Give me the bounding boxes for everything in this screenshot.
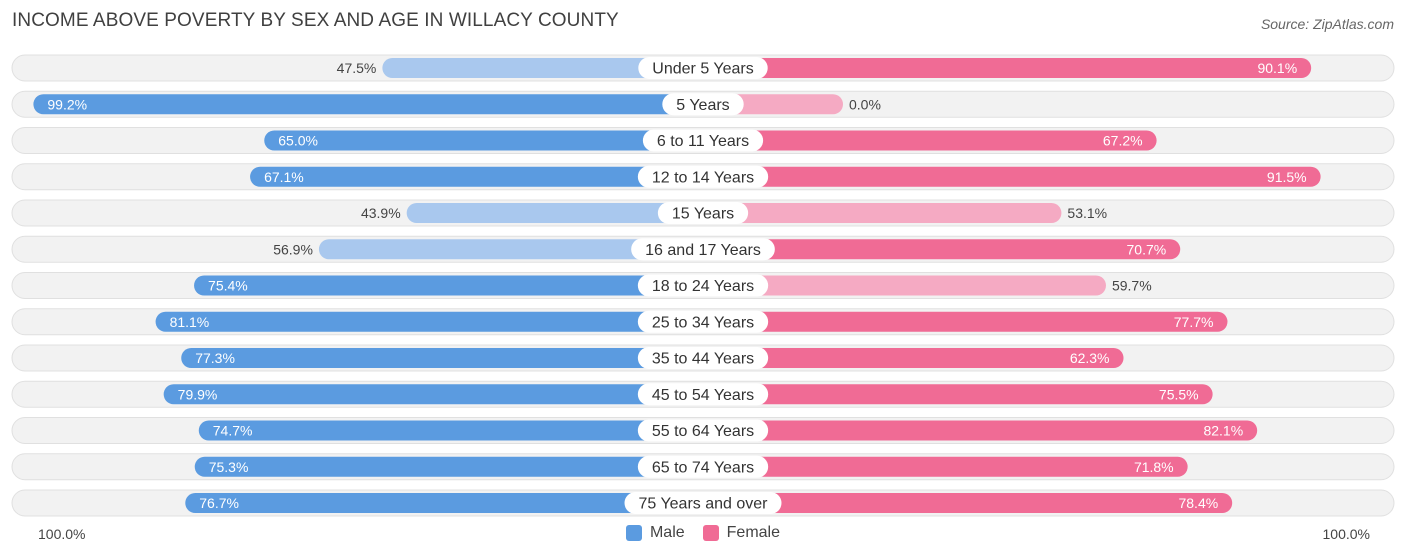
category-label-background <box>637 274 769 297</box>
male-bar <box>264 130 703 151</box>
male-value-label: 81.1% <box>170 314 210 330</box>
male-bar <box>185 493 703 513</box>
female-value-label: 70.7% <box>1127 241 1167 257</box>
female-bar <box>703 420 1258 441</box>
male-value-label: 76.7% <box>199 495 239 511</box>
female-bar <box>703 58 1312 78</box>
diverging-bar-chart: 47.5% 90.1% Under 5 Years 99.2% 0.0% 5 Years 6… <box>11 54 1395 517</box>
female-value-label: 67.2% <box>1103 133 1143 149</box>
male-bar <box>155 311 703 332</box>
category-label: 12 to 14 Years <box>652 169 754 186</box>
legend-swatch-male <box>625 525 642 541</box>
category-label: 25 to 34 Years <box>652 314 754 331</box>
female-value-label: 62.3% <box>1070 350 1110 366</box>
male-value-label: 56.9% <box>273 241 313 257</box>
category-label-background <box>637 383 769 406</box>
category-label: 55 to 64 Years <box>652 423 754 440</box>
category-label-background <box>637 165 769 188</box>
female-bar <box>703 348 1124 368</box>
category-label-background <box>638 57 768 79</box>
male-value-label: 47.5% <box>337 60 377 76</box>
category-label: 16 and 17 Years <box>645 242 761 259</box>
male-bar <box>198 420 703 441</box>
male-bar <box>406 203 703 223</box>
female-value-label: 59.7% <box>1112 278 1152 294</box>
male-value-label: 77.3% <box>195 350 235 366</box>
female-bar <box>703 384 1213 405</box>
female-value-label: 78.4% <box>1178 495 1218 511</box>
chart-title: INCOME ABOVE POVERTY BY SEX AND AGE IN W… <box>12 10 619 31</box>
male-bar <box>250 166 703 187</box>
male-value-label: 67.1% <box>264 169 304 185</box>
male-bar <box>194 275 704 296</box>
male-bar <box>318 239 703 260</box>
category-label: 18 to 24 Years <box>652 278 754 295</box>
male-bar <box>163 384 704 405</box>
axis-left-label: 100.0% <box>38 526 86 542</box>
female-value-label: 91.5% <box>1267 169 1307 185</box>
category-label: Under 5 Years <box>652 61 753 78</box>
category-label-background <box>624 492 782 514</box>
category-label: 75 Years and over <box>639 496 769 513</box>
male-bar <box>181 348 704 368</box>
male-value-label: 43.9% <box>361 205 401 221</box>
axis-right-label: 100.0% <box>1322 526 1370 542</box>
category-label-background <box>637 310 769 333</box>
male-bar <box>194 456 703 477</box>
female-value-label: 75.5% <box>1159 386 1199 402</box>
female-bar <box>703 311 1228 332</box>
legend-swatch-female <box>702 525 719 541</box>
male-value-label: 74.7% <box>213 423 253 439</box>
female-value-label: 53.1% <box>1067 205 1107 221</box>
category-label: 5 Years <box>676 97 729 114</box>
female-bar <box>703 166 1321 187</box>
male-value-label: 99.2% <box>47 96 87 112</box>
legend-label-female: Female <box>726 524 781 541</box>
source-credit: Source: ZipAtlas.com <box>1260 16 1394 32</box>
legend: Male Female <box>0 524 1406 542</box>
female-value-label: 82.1% <box>1203 423 1243 439</box>
category-label: 6 to 11 Years <box>657 133 749 150</box>
female-value-label: 71.8% <box>1134 459 1174 475</box>
male-value-label: 75.4% <box>208 278 248 294</box>
legend-item-female: Female <box>702 524 781 542</box>
legend-label-male: Male <box>649 524 685 541</box>
category-label-background <box>637 347 769 369</box>
male-bar <box>33 94 703 115</box>
female-bar <box>703 203 1062 223</box>
category-label: 65 to 74 Years <box>652 459 754 476</box>
male-bar <box>382 58 703 78</box>
legend-item-male: Male <box>625 524 685 542</box>
category-label: 45 to 54 Years <box>652 387 754 404</box>
female-value-label: 77.7% <box>1174 314 1214 330</box>
female-bar <box>703 275 1106 296</box>
female-bar <box>703 239 1181 260</box>
category-label: 35 to 44 Years <box>652 351 754 368</box>
category-label-background <box>657 202 749 224</box>
female-bar <box>703 493 1233 513</box>
category-label: 15 Years <box>672 206 734 223</box>
category-label-background <box>662 93 744 116</box>
male-value-label: 75.3% <box>209 459 249 475</box>
category-label-background <box>642 129 764 152</box>
category-label-background <box>637 455 769 478</box>
male-value-label: 65.0% <box>278 133 318 149</box>
male-value-label: 79.9% <box>178 386 218 402</box>
category-label-background <box>631 238 775 261</box>
female-bar <box>703 456 1188 477</box>
female-bar <box>703 130 1157 151</box>
female-value-label: 0.0% <box>849 96 881 112</box>
category-label-background <box>637 419 769 442</box>
female-value-label: 90.1% <box>1257 60 1297 76</box>
